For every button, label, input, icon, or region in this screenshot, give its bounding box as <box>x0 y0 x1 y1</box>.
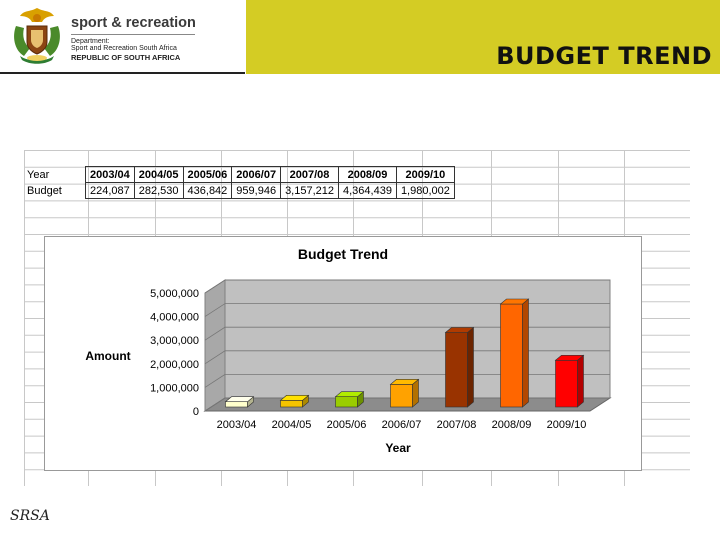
bar <box>335 396 358 408</box>
footer-label: SRSA <box>10 508 50 524</box>
x-tick-label: 2006/07 <box>382 419 422 431</box>
budget-cell: 436,842 <box>182 182 233 199</box>
x-tick-label: 2007/08 <box>437 419 477 431</box>
bar-top <box>224 396 255 403</box>
bar <box>280 400 303 408</box>
header-band <box>246 0 720 74</box>
budget-cell: 282,530 <box>133 182 184 199</box>
bar <box>225 401 248 408</box>
bar-side <box>577 354 584 408</box>
year-cell: 2005/06 <box>182 166 233 183</box>
budget-cell: 224,087 <box>85 182 135 199</box>
year-cell: 2008/09 <box>338 166 397 183</box>
bar-top <box>499 298 530 305</box>
slide-title: BUDGET TREND <box>496 42 712 70</box>
gridline <box>204 303 610 317</box>
year-cell: 2003/04 <box>85 166 135 183</box>
bar <box>390 384 413 408</box>
x-tick-label: 2008/09 <box>492 419 532 431</box>
bar-top <box>389 379 420 385</box>
row-label-budget: Budget <box>27 184 62 197</box>
gridline <box>204 326 610 341</box>
budget-cell: 4,364,439 <box>338 182 397 199</box>
year-cell: 2006/07 <box>231 166 282 183</box>
x-tick-label: 2009/10 <box>547 419 587 431</box>
department-name: sport & recreation <box>71 15 196 31</box>
bar-top <box>279 395 310 401</box>
budget-trend-chart: 0 1,000,000 2,000,000 3,000,000 4,000,000 5,0… <box>85 246 612 455</box>
y-tick-label: 2,000,000 <box>150 359 199 371</box>
chart-title: Budget Trend <box>298 246 388 262</box>
x-axis-label: Year <box>385 441 411 455</box>
chart-container: 0 1,000,000 2,000,000 3,000,000 4,000,000 5,0… <box>44 236 642 471</box>
gridline <box>204 373 610 388</box>
year-cell: 2007/08 <box>280 166 339 183</box>
department-label: Department: <box>71 38 110 45</box>
budget-cell: 959,946 <box>231 182 282 199</box>
bar-top <box>554 354 585 361</box>
bar-top <box>444 327 475 333</box>
row-label-year: Year <box>27 168 50 181</box>
y-tick-label: 5,000,000 <box>150 288 199 300</box>
country-name: REPUBLIC OF SOUTH AFRICA <box>71 53 181 62</box>
x-tick-label: 2005/06 <box>327 419 367 431</box>
bar-top <box>334 391 365 397</box>
bar <box>555 359 578 408</box>
y-tick-label: 3,000,000 <box>150 335 199 347</box>
gridline <box>204 279 610 294</box>
coat-of-arms-icon <box>14 8 60 64</box>
x-tick-label: 2004/05 <box>272 419 312 431</box>
plot-side-wall <box>204 279 226 412</box>
table-row-budget: Budget 224,087 282,530 436,842 959,946 3… <box>24 182 455 199</box>
department-divider <box>71 34 195 35</box>
y-tick-label: 1,000,000 <box>150 382 199 394</box>
year-cell: 2004/05 <box>133 166 184 183</box>
y-axis-label: Amount <box>85 349 130 363</box>
bar-side <box>467 326 474 408</box>
y-tick-label: 0 <box>193 406 199 418</box>
y-tick-label: 4,000,000 <box>150 312 199 324</box>
budget-cell: 1,980,002 <box>395 182 455 199</box>
budget-table: Year 2003/04 2004/05 2005/06 2006/07 200… <box>24 166 455 199</box>
bar <box>445 332 468 408</box>
department-full-name: Sport and Recreation South Africa <box>71 45 177 52</box>
gridline <box>204 350 610 365</box>
bar-side <box>522 298 529 408</box>
budget-cell: 3,157,212 <box>280 182 339 199</box>
header-logo-area: sport & recreation Department: Sport and… <box>0 0 245 74</box>
year-cell: 2009/10 <box>395 166 455 183</box>
bar <box>500 303 523 408</box>
x-tick-label: 2003/04 <box>217 419 257 431</box>
gridline <box>204 397 610 412</box>
table-row-year: Year 2003/04 2004/05 2005/06 2006/07 200… <box>24 166 455 183</box>
